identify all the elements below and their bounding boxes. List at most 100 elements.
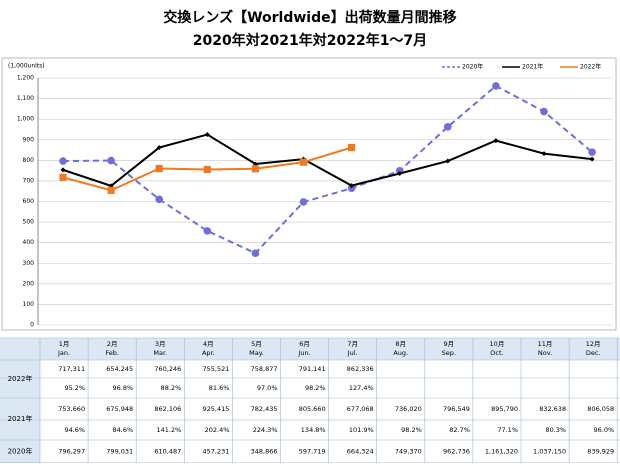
cell-value: 610,487: [154, 448, 181, 456]
cell-value: 760,246: [154, 365, 181, 373]
point: [348, 143, 356, 152]
point: [397, 171, 403, 177]
cell-ratio: 141.2%: [157, 426, 182, 434]
x-tick-sublabel: Mar.: [153, 349, 167, 357]
y-tick-label: 1,000: [17, 116, 34, 123]
cell-value: 457,231: [203, 448, 230, 456]
cell-value: 862,106: [154, 405, 181, 413]
cell-ratio: 82.7%: [449, 426, 470, 434]
point: [251, 165, 259, 173]
y-tick-label: 900: [23, 136, 35, 143]
cell-ratio: 84.6%: [113, 426, 134, 434]
series-line: [62, 84, 593, 255]
cell-value: 805,660: [299, 405, 326, 413]
point: [203, 165, 211, 174]
y-tick-label: 1,200: [17, 75, 34, 82]
point: [107, 156, 115, 165]
point: [156, 145, 162, 151]
cell-value: 895,790: [491, 405, 518, 413]
x-tick-sublabel: Dec.: [586, 349, 601, 357]
point: [541, 151, 547, 157]
point: [60, 167, 66, 173]
cell-value: 806,058: [587, 405, 614, 413]
x-tick-sublabel: Jan.: [57, 349, 70, 357]
x-tick-sublabel: Nov.: [538, 349, 552, 357]
series-line: [62, 133, 593, 187]
table-header-bg: [0, 338, 620, 360]
cell-value: 796,549: [443, 405, 470, 413]
chart-frame: [1, 57, 617, 331]
cell-ratio: 101.9%: [349, 426, 374, 434]
cell-value: 755,521: [203, 365, 230, 373]
chart-title: 交換レンズ【Worldwide】出荷数量月間推移: [163, 9, 456, 26]
point: [347, 184, 356, 193]
point: [203, 227, 212, 235]
point: [492, 82, 500, 90]
row-label: 2020年: [8, 447, 33, 456]
cell-value: 654,245: [106, 365, 133, 373]
cell-ratio: 77.1%: [497, 426, 518, 434]
x-tick-sublabel: Oct.: [490, 349, 503, 357]
cell-ratio: 134.8%: [301, 426, 326, 434]
x-tick-sublabel: May.: [249, 349, 264, 357]
x-tick-sublabel: Feb.: [105, 349, 119, 357]
cell-ratio: 81.6%: [209, 384, 230, 392]
x-tick-label: 8月: [395, 340, 406, 348]
y-tick-label: 500: [23, 219, 35, 226]
legend-label: 2020年: [462, 63, 483, 71]
cell-ratio: 98.2%: [305, 384, 326, 392]
x-tick-label: 2月: [107, 340, 118, 348]
row-label: 2021年: [8, 414, 33, 423]
cell-value: 1,161,320: [485, 448, 518, 456]
row-label: 2022年: [8, 374, 33, 383]
y-tick-label: 300: [23, 260, 35, 267]
cell-value: 832,638: [539, 405, 566, 413]
point: [59, 157, 67, 165]
x-tick-label: 7月: [347, 340, 358, 348]
cell-value: 839,929: [587, 448, 614, 456]
x-tick-label: 6月: [299, 340, 310, 348]
legend-label: 2022年: [580, 63, 601, 71]
point: [589, 156, 595, 162]
cell-ratio: 94.6%: [64, 426, 85, 434]
cell-ratio: 97.0%: [257, 384, 278, 392]
cell-ratio: 95.2%: [64, 384, 85, 392]
point: [155, 164, 163, 173]
x-tick-sublabel: Jun.: [297, 349, 310, 357]
cell-value: 796,297: [58, 448, 85, 456]
point: [588, 148, 596, 156]
cell-ratio: 96.8%: [113, 384, 134, 392]
cell-value: 717,311: [58, 365, 85, 373]
cell-value: 799,031: [106, 448, 133, 456]
cell-value: 925,415: [203, 405, 230, 413]
y-axis-label: (1,000units): [8, 63, 45, 70]
x-tick-label: 10月: [490, 340, 505, 348]
y-tick-label: 1,100: [17, 95, 34, 102]
cell-value: 348,866: [251, 448, 278, 456]
cell-ratio: 96.0%: [594, 426, 615, 434]
y-tick-label: 0: [30, 322, 34, 329]
cell-value: 597,719: [299, 448, 326, 456]
point: [299, 198, 308, 206]
point: [540, 107, 548, 116]
cell-ratio: 80.3%: [545, 426, 566, 434]
x-tick-label: 11月: [538, 340, 553, 348]
cell-value: 758,877: [251, 365, 278, 373]
cell-ratio: 224.3%: [253, 426, 278, 434]
x-tick-sublabel: Jul.: [347, 349, 358, 357]
cell-value: 1,037,150: [533, 448, 566, 456]
point: [493, 138, 499, 144]
cell-ratio: 127.4%: [349, 384, 374, 392]
x-tick-sublabel: Sep.: [442, 349, 456, 357]
cell-value: 782,435: [251, 405, 278, 413]
point: [445, 158, 451, 164]
cell-ratio: 98.2%: [401, 426, 422, 434]
x-tick-sublabel: Aug.: [393, 349, 408, 357]
point: [204, 132, 210, 138]
point: [107, 186, 115, 194]
cell-value: 736,020: [395, 405, 422, 413]
y-tick-label: 600: [23, 198, 35, 205]
cell-ratio: 88.2%: [161, 384, 182, 392]
cell-value: 753,660: [58, 405, 85, 413]
point: [299, 158, 308, 166]
